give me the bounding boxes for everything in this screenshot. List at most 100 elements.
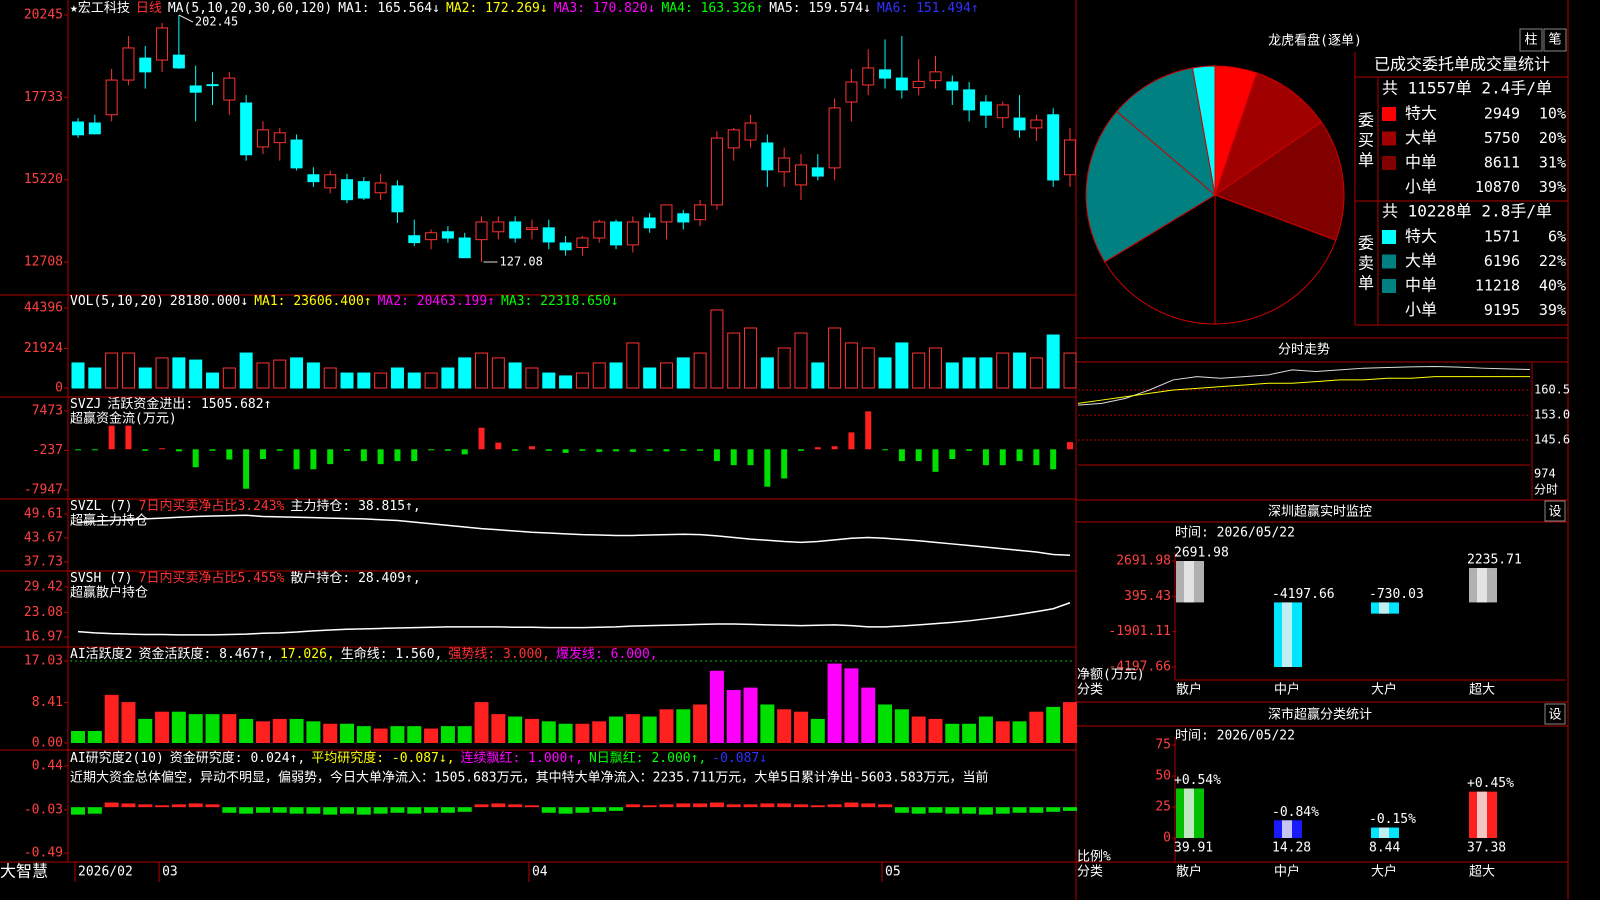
flow-bar xyxy=(915,449,922,462)
flow-bar xyxy=(596,449,603,452)
research-bar xyxy=(104,802,119,808)
research-bar xyxy=(844,802,859,808)
candle-body xyxy=(761,142,774,171)
research-bar xyxy=(659,804,674,808)
activity-bar xyxy=(793,711,808,743)
activity-bar xyxy=(491,714,506,743)
flow-bar xyxy=(613,449,620,452)
activity-bar xyxy=(844,668,859,743)
activity-bar xyxy=(272,718,287,743)
volume-bar xyxy=(878,357,892,389)
research-bar xyxy=(155,805,170,808)
activity-bar xyxy=(390,726,405,743)
candle-body xyxy=(643,217,656,229)
volume-bar xyxy=(458,357,472,389)
header-item: ★宏工科技 xyxy=(70,1,130,16)
row-count: 10870 xyxy=(1475,178,1520,196)
candle-body xyxy=(929,71,942,82)
volume-bar xyxy=(727,332,741,389)
research-bar xyxy=(356,807,371,815)
research-bar xyxy=(306,807,321,814)
activity-bar xyxy=(592,721,607,743)
research-bar xyxy=(793,804,808,808)
button[interactable] xyxy=(1543,28,1567,52)
volume-bar xyxy=(138,367,152,389)
bar-highlight xyxy=(1184,561,1194,603)
volume-bar xyxy=(290,357,304,389)
candle-body xyxy=(391,185,404,213)
flow-bar xyxy=(226,449,233,460)
button[interactable] xyxy=(1519,28,1543,52)
volume-bar xyxy=(374,372,388,389)
header-item: 平均研究度: -0.087↓, xyxy=(311,750,454,766)
row-name: 小单 xyxy=(1405,177,1437,196)
y-tick-label: -0.49 xyxy=(24,846,63,861)
candle-body xyxy=(425,232,438,241)
side-label: 卖 xyxy=(1358,254,1374,273)
header-item: 17.026, xyxy=(280,647,335,662)
candle-body xyxy=(946,81,959,91)
activity-bar xyxy=(928,718,943,743)
price-line xyxy=(1077,366,1531,406)
header-item: MA(5,10,20,30,60,120) xyxy=(168,1,332,16)
flow-bar xyxy=(1033,449,1040,466)
bar-highlight xyxy=(1282,602,1292,667)
candle-body xyxy=(206,84,219,87)
header-item: 7日内买卖净占比3.243% xyxy=(139,498,285,514)
research-bar xyxy=(340,807,355,814)
candle-body xyxy=(139,57,152,73)
row-count: 11218 xyxy=(1475,277,1520,295)
brand: 大智慧 xyxy=(0,862,48,881)
flow-bar xyxy=(1067,442,1073,450)
candle-body xyxy=(475,221,488,241)
flow-bar xyxy=(579,449,586,451)
volume-bar xyxy=(441,367,455,389)
research-bar xyxy=(1046,807,1061,812)
research-bar xyxy=(541,807,556,813)
activity-bar xyxy=(676,709,691,743)
change-label: +0.45% xyxy=(1467,776,1514,791)
y-tick-label: 2691.98 xyxy=(1116,554,1171,569)
row-pct: 31% xyxy=(1539,154,1566,172)
candle-body xyxy=(307,174,320,183)
flow-bar xyxy=(528,446,535,450)
volume-bar xyxy=(710,309,724,389)
indicator-header: VOL(5,10,20) 28180.000↓ MA1: 23606.400↑ MA2… xyxy=(70,294,618,309)
volume-bar xyxy=(676,357,690,389)
vol-label: 974 xyxy=(1534,467,1556,481)
volume-bar xyxy=(559,375,573,389)
activity-bar xyxy=(1063,702,1077,743)
flow-bar xyxy=(394,449,401,462)
flow-bar xyxy=(444,449,451,451)
button[interactable] xyxy=(1544,703,1566,725)
x-label: 分类 xyxy=(1077,683,1103,698)
volume-bar xyxy=(256,362,270,389)
y-tick-label: 12708 xyxy=(24,255,63,270)
row-pct: 20% xyxy=(1539,129,1566,147)
flow-bar xyxy=(276,449,283,451)
candle-body xyxy=(912,80,925,89)
header-item: 爆发线: 6.000, xyxy=(556,646,658,662)
volume-bar xyxy=(121,352,135,389)
candle-body xyxy=(828,107,841,169)
indicator-header: SVSH (7) 7日内买卖净占比5.455% 散户持仓: 28.409↑, xyxy=(70,570,421,586)
flow-bar xyxy=(898,449,905,462)
category-label: 大户 xyxy=(1371,682,1397,698)
side-label: 买 xyxy=(1358,131,1374,150)
monitor-title: 深圳超赢实时监控 xyxy=(1268,504,1372,520)
activity-bar xyxy=(978,716,993,743)
flow-bar xyxy=(461,449,468,455)
volume-bar xyxy=(828,327,842,389)
research-bar xyxy=(373,807,388,814)
flow-bar xyxy=(781,449,788,479)
flow-bar xyxy=(159,448,166,450)
activity-bar xyxy=(760,704,775,743)
volume-bar xyxy=(71,362,85,389)
research-bar xyxy=(1063,807,1077,811)
value-label: 39.91 xyxy=(1174,841,1213,856)
button[interactable] xyxy=(1544,500,1566,522)
y-tick-label: 395.43 xyxy=(1124,589,1171,604)
flow-bar xyxy=(344,449,351,451)
flow-bar xyxy=(545,449,552,451)
flow-bar xyxy=(108,425,115,450)
